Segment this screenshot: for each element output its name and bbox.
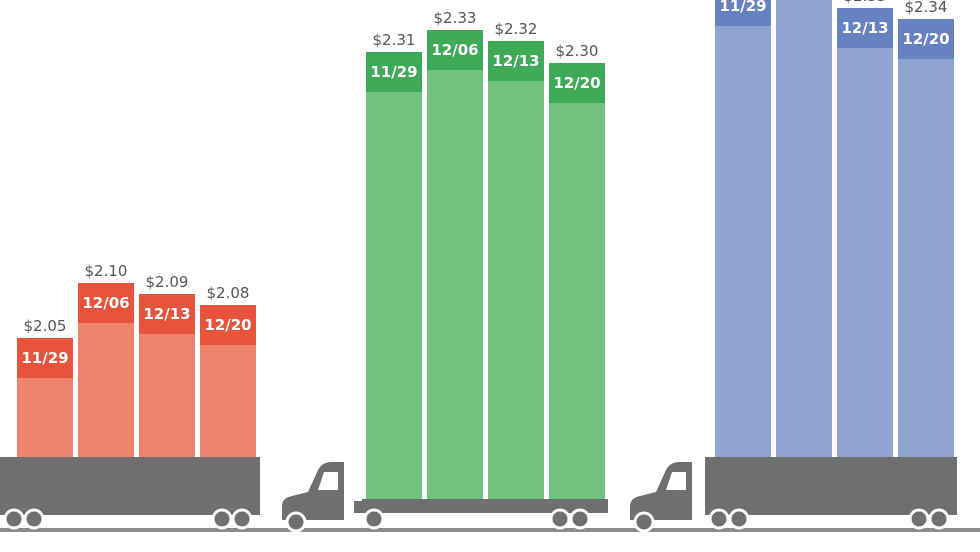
bar: 12/06 $2.33 — [427, 9, 483, 499]
bar: 12/06$2.41 — [776, 0, 832, 457]
bar: 11/29$2.37 — [715, 0, 771, 457]
bar: 12/13 $2.35 — [837, 0, 893, 457]
bar-body — [898, 19, 954, 457]
value-label: $2.30 — [556, 42, 599, 60]
value-label: $2.33 — [434, 9, 477, 27]
category-label: 12/13 — [841, 19, 888, 37]
truck-trailer — [0, 457, 260, 515]
truck-group-3: 11/29$2.3712/06$2.41 12/13 $2.35 12/20 $2.34 — [630, 0, 957, 533]
wheel — [3, 508, 25, 530]
value-label: $2.35 — [844, 0, 887, 5]
wheel — [231, 508, 253, 530]
wheel — [708, 508, 730, 530]
bar: 11/29 $2.05 — [17, 317, 73, 457]
bar: 12/13 $2.09 — [139, 273, 195, 457]
wheel — [549, 508, 571, 530]
cab-window — [318, 472, 338, 490]
cab-window — [666, 472, 686, 490]
bar-cap — [488, 41, 544, 81]
bar-cap — [427, 30, 483, 70]
category-label: 12/20 — [902, 30, 949, 48]
bar-body — [427, 30, 483, 499]
bar: 12/20 $2.34 — [898, 0, 954, 457]
bar-body — [776, 0, 832, 457]
value-label: $2.34 — [905, 0, 948, 16]
value-label: $2.31 — [373, 31, 416, 49]
wheel — [363, 508, 385, 530]
bar-cap — [78, 283, 134, 323]
category-label: 11/29 — [370, 63, 417, 81]
value-label: $2.32 — [495, 20, 538, 38]
bar-cap — [715, 0, 771, 26]
bar: 12/06 $2.10 — [78, 262, 134, 457]
bar-cap — [200, 305, 256, 345]
wheel — [728, 508, 750, 530]
category-label: 12/20 — [553, 74, 600, 92]
bar: 12/13 $2.32 — [488, 20, 544, 499]
category-label: 12/06 — [431, 41, 478, 59]
category-label: 12/13 — [143, 305, 190, 323]
bar: 12/20 $2.30 — [549, 42, 605, 499]
wheel — [908, 508, 930, 530]
bar-cap — [837, 8, 893, 48]
value-label: $2.08 — [207, 284, 250, 302]
wheel — [211, 508, 233, 530]
truck-group-2: 11/29 $2.31 12/06 $2.33 12/13 $2.32 12/20 $2.30 — [282, 9, 608, 533]
truck-cab — [630, 462, 692, 520]
wheel — [633, 511, 655, 533]
category-label: 11/29 — [21, 349, 68, 367]
value-label: $2.09 — [146, 273, 189, 291]
bar-body — [715, 0, 771, 457]
category-label: 12/06 — [82, 294, 129, 312]
road-line — [0, 528, 980, 532]
category-label: 12/20 — [204, 316, 251, 334]
bar-cap — [17, 338, 73, 378]
bar-cap — [549, 63, 605, 103]
wheel — [23, 508, 45, 530]
bar-body — [366, 52, 422, 499]
bar-body — [488, 41, 544, 499]
category-label: 12/13 — [492, 52, 539, 70]
bar-cap — [898, 19, 954, 59]
value-label: $2.10 — [85, 262, 128, 280]
value-label: $2.05 — [24, 317, 67, 335]
truck-group-1: 11/29 $2.05 12/06 $2.10 12/13 $2.09 12/20 $2.08 — [0, 262, 260, 530]
bar: 12/20 $2.08 — [200, 284, 256, 457]
bar-cap — [139, 294, 195, 334]
category-label: 11/29 — [719, 0, 766, 15]
wheel — [285, 511, 307, 533]
wheel — [569, 508, 591, 530]
bar-body — [837, 8, 893, 457]
truck-chassis — [354, 501, 608, 513]
wheel — [928, 508, 950, 530]
road — [0, 528, 980, 532]
truck-trailer — [705, 457, 957, 515]
bar: 11/29 $2.31 — [366, 31, 422, 499]
bar-body — [549, 63, 605, 499]
truck-cab — [282, 462, 344, 520]
bar-cap — [366, 52, 422, 92]
